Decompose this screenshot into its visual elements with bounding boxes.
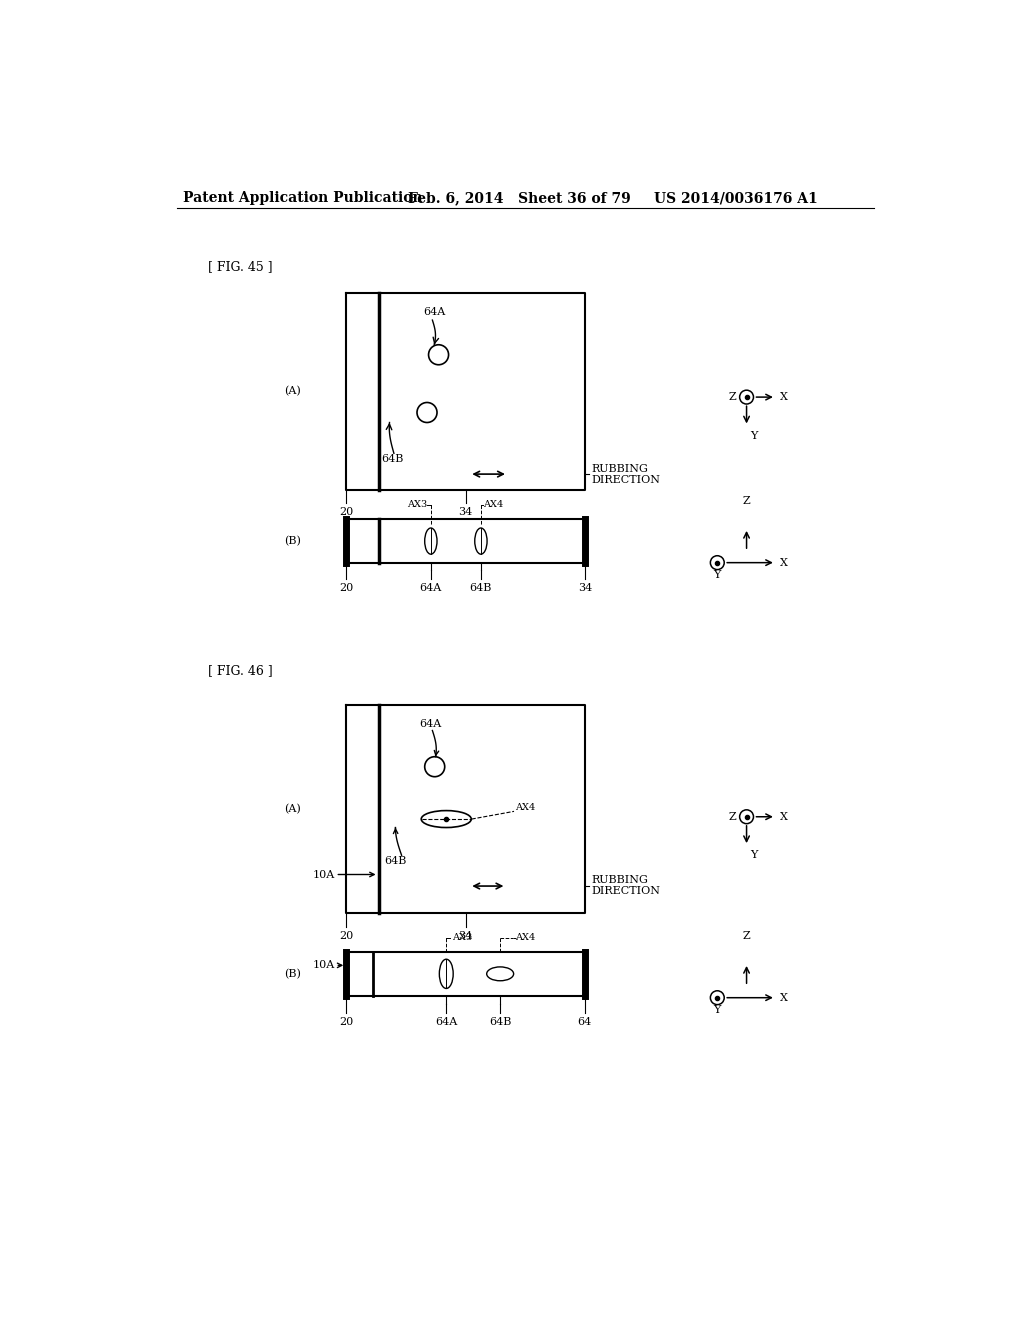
Text: AX3: AX3 <box>453 933 473 942</box>
Text: (B): (B) <box>284 536 301 546</box>
Text: 64A: 64A <box>423 308 445 317</box>
Text: [ FIG. 46 ]: [ FIG. 46 ] <box>208 664 272 677</box>
Text: AX4: AX4 <box>515 803 536 812</box>
Text: 64: 64 <box>578 1016 592 1027</box>
Text: 64B: 64B <box>489 1016 511 1027</box>
Text: Y: Y <box>714 1005 721 1015</box>
Text: 64B: 64B <box>470 582 493 593</box>
Text: 34: 34 <box>459 931 473 941</box>
Text: RUBBING: RUBBING <box>591 875 648 884</box>
Text: X: X <box>779 993 787 1003</box>
Text: Feb. 6, 2014   Sheet 36 of 79: Feb. 6, 2014 Sheet 36 of 79 <box>408 191 631 206</box>
Text: Y: Y <box>751 430 758 441</box>
Text: Z: Z <box>728 812 736 822</box>
Text: 20: 20 <box>339 507 353 517</box>
Text: 64A: 64A <box>419 719 441 730</box>
Text: Z: Z <box>742 496 751 506</box>
Text: DIRECTION: DIRECTION <box>591 887 660 896</box>
Text: Z: Z <box>728 392 736 403</box>
Text: RUBBING: RUBBING <box>591 463 648 474</box>
Text: 20: 20 <box>339 931 353 941</box>
Text: 64A: 64A <box>420 582 442 593</box>
Text: US 2014/0036176 A1: US 2014/0036176 A1 <box>654 191 818 206</box>
Text: Y: Y <box>714 570 721 579</box>
Text: AX4: AX4 <box>483 500 504 510</box>
Text: Z: Z <box>742 931 751 941</box>
Text: (A): (A) <box>284 804 301 814</box>
Text: (B): (B) <box>284 969 301 979</box>
Text: 20: 20 <box>339 582 353 593</box>
Text: DIRECTION: DIRECTION <box>591 475 660 486</box>
Text: 64B: 64B <box>385 855 407 866</box>
Text: 34: 34 <box>578 582 592 593</box>
Text: 64A: 64A <box>435 1016 458 1027</box>
Text: 20: 20 <box>339 1016 353 1027</box>
Text: X: X <box>779 392 787 403</box>
Text: AX4: AX4 <box>515 933 536 942</box>
Text: X: X <box>779 557 787 568</box>
Text: 10A: 10A <box>312 961 335 970</box>
Text: [ FIG. 45 ]: [ FIG. 45 ] <box>208 260 272 273</box>
Text: Y: Y <box>751 850 758 861</box>
Text: X: X <box>779 812 787 822</box>
Text: 34: 34 <box>459 507 473 517</box>
Text: 64B: 64B <box>381 454 403 463</box>
Text: Patent Application Publication: Patent Application Publication <box>183 191 423 206</box>
Text: AX3: AX3 <box>407 500 427 510</box>
Text: 10A: 10A <box>312 870 335 879</box>
Text: (A): (A) <box>284 385 301 396</box>
